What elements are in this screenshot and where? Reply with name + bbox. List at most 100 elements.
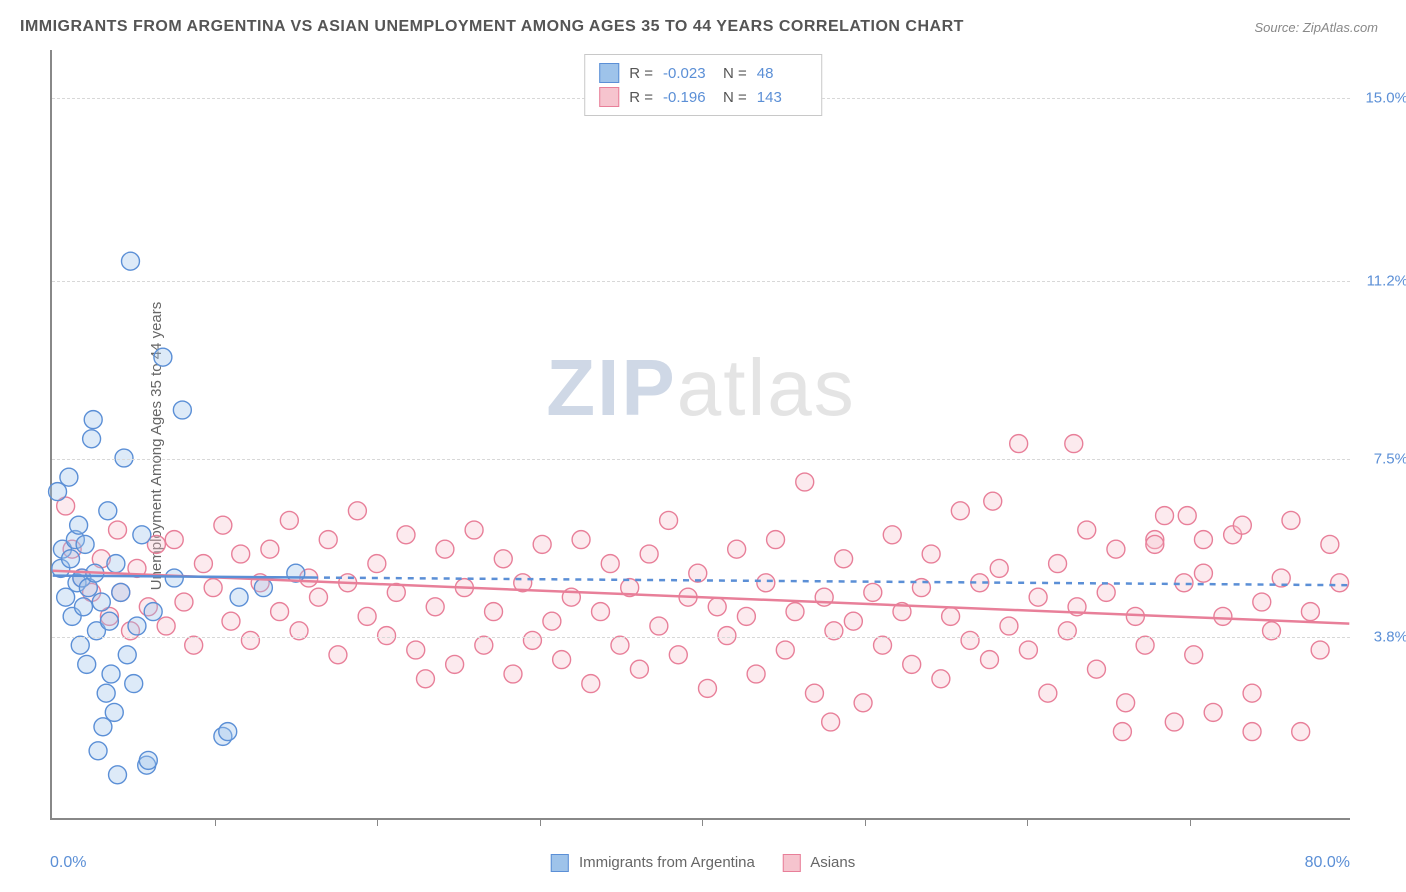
- pink-point: [1113, 723, 1131, 741]
- r-label: R =: [629, 89, 653, 106]
- pink-point: [553, 651, 571, 669]
- blue-point: [230, 588, 248, 606]
- pink-point: [796, 473, 814, 491]
- y-tick-label: 15.0%: [1365, 90, 1406, 107]
- gridline: [52, 459, 1350, 460]
- pink-point: [1253, 593, 1271, 611]
- pink-point: [767, 531, 785, 549]
- pink-point: [984, 492, 1002, 510]
- blue-point: [100, 612, 118, 630]
- pink-point: [1097, 583, 1115, 601]
- pink-point: [1065, 435, 1083, 453]
- pink-point: [1126, 607, 1144, 625]
- pink-point: [475, 636, 493, 654]
- blue-point: [133, 526, 151, 544]
- blue-point: [92, 593, 110, 611]
- pink-point: [961, 631, 979, 649]
- pink-point: [844, 612, 862, 630]
- r-label: R =: [629, 65, 653, 82]
- pink-point: [280, 511, 298, 529]
- stats-legend: R = -0.023 N = 48 R = -0.196 N = 143: [584, 54, 822, 116]
- pink-point: [883, 526, 901, 544]
- pink-point: [1136, 636, 1154, 654]
- y-tick-label: 3.8%: [1374, 629, 1406, 646]
- pink-point: [1204, 703, 1222, 721]
- legend-label-pink: Asians: [810, 854, 855, 871]
- pink-point: [1311, 641, 1329, 659]
- pink-point: [1000, 617, 1018, 635]
- pink-point: [854, 694, 872, 712]
- r-value-pink: -0.196: [663, 89, 713, 106]
- blue-point: [128, 617, 146, 635]
- pink-point: [426, 598, 444, 616]
- pink-point: [1214, 607, 1232, 625]
- legend-label-blue: Immigrants from Argentina: [579, 854, 755, 871]
- pink-point: [1194, 531, 1212, 549]
- pink-point: [650, 617, 668, 635]
- pink-point: [990, 559, 1008, 577]
- pink-point: [572, 531, 590, 549]
- pink-point: [241, 631, 259, 649]
- blue-point: [76, 535, 94, 553]
- n-value-pink: 143: [757, 89, 807, 106]
- pink-point: [329, 646, 347, 664]
- blue-point: [84, 411, 102, 429]
- pink-point: [630, 660, 648, 678]
- pink-point: [582, 675, 600, 693]
- pink-point: [232, 545, 250, 563]
- source-text: Source: ZipAtlas.com: [1254, 20, 1378, 35]
- series-legend: Immigrants from Argentina Asians: [551, 854, 855, 872]
- x-tick: [1027, 818, 1028, 826]
- gridline: [52, 281, 1350, 282]
- r-value-blue: -0.023: [663, 65, 713, 82]
- pink-point: [271, 603, 289, 621]
- pink-point: [1178, 507, 1196, 525]
- pink-point: [1087, 660, 1105, 678]
- pink-point: [368, 555, 386, 573]
- pink-point: [932, 670, 950, 688]
- x-tick: [702, 818, 703, 826]
- pink-point: [942, 607, 960, 625]
- pink-point: [728, 540, 746, 558]
- pink-point: [1243, 723, 1261, 741]
- pink-point: [465, 521, 483, 539]
- pink-point: [175, 593, 193, 611]
- legend-swatch-pink: [599, 87, 619, 107]
- pink-point: [543, 612, 561, 630]
- blue-point: [219, 723, 237, 741]
- pink-point: [1049, 555, 1067, 573]
- legend-swatch-pink: [783, 854, 801, 872]
- pink-point: [1029, 588, 1047, 606]
- x-tick: [865, 818, 866, 826]
- pink-point: [718, 627, 736, 645]
- pink-point: [786, 603, 804, 621]
- pink-point: [214, 516, 232, 534]
- pink-point: [835, 550, 853, 568]
- pink-point: [407, 641, 425, 659]
- blue-point: [60, 468, 78, 486]
- pink-point: [805, 684, 823, 702]
- blue-point: [70, 516, 88, 534]
- pink-point: [319, 531, 337, 549]
- pink-point: [165, 531, 183, 549]
- pink-point: [699, 679, 717, 697]
- pink-point: [358, 607, 376, 625]
- pink-point: [1019, 641, 1037, 659]
- pink-point: [436, 540, 454, 558]
- blue-point: [83, 430, 101, 448]
- x-axis-min: 0.0%: [50, 854, 86, 872]
- pink-point: [640, 545, 658, 563]
- pink-point: [416, 670, 434, 688]
- blue-point: [254, 579, 272, 597]
- pink-point: [1010, 435, 1028, 453]
- pink-point: [757, 574, 775, 592]
- blue-point: [78, 655, 96, 673]
- pink-point: [1107, 540, 1125, 558]
- pink-point: [1233, 516, 1251, 534]
- stats-legend-row: R = -0.196 N = 143: [599, 85, 807, 109]
- pink-point: [592, 603, 610, 621]
- pink-point: [1185, 646, 1203, 664]
- pink-point: [157, 617, 175, 635]
- pink-point: [708, 598, 726, 616]
- pink-point: [1321, 535, 1339, 553]
